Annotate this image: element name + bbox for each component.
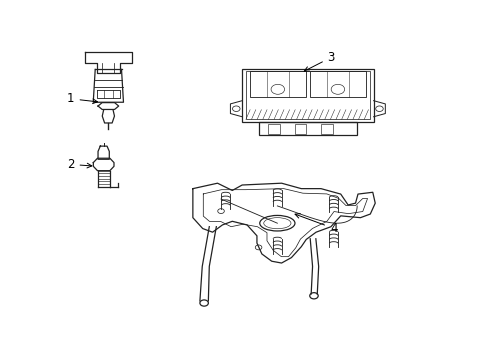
Bar bbox=[268, 124, 279, 134]
Text: 2: 2 bbox=[67, 158, 92, 171]
Bar bbox=[320, 124, 332, 134]
Bar bbox=[258, 122, 356, 135]
Bar bbox=[294, 124, 305, 134]
Bar bbox=[249, 71, 305, 97]
Bar bbox=[245, 71, 369, 120]
Bar bbox=[309, 71, 366, 97]
Text: 3: 3 bbox=[304, 51, 334, 71]
Bar bbox=[242, 68, 373, 122]
Text: 4: 4 bbox=[294, 213, 337, 235]
Text: 1: 1 bbox=[67, 92, 97, 105]
